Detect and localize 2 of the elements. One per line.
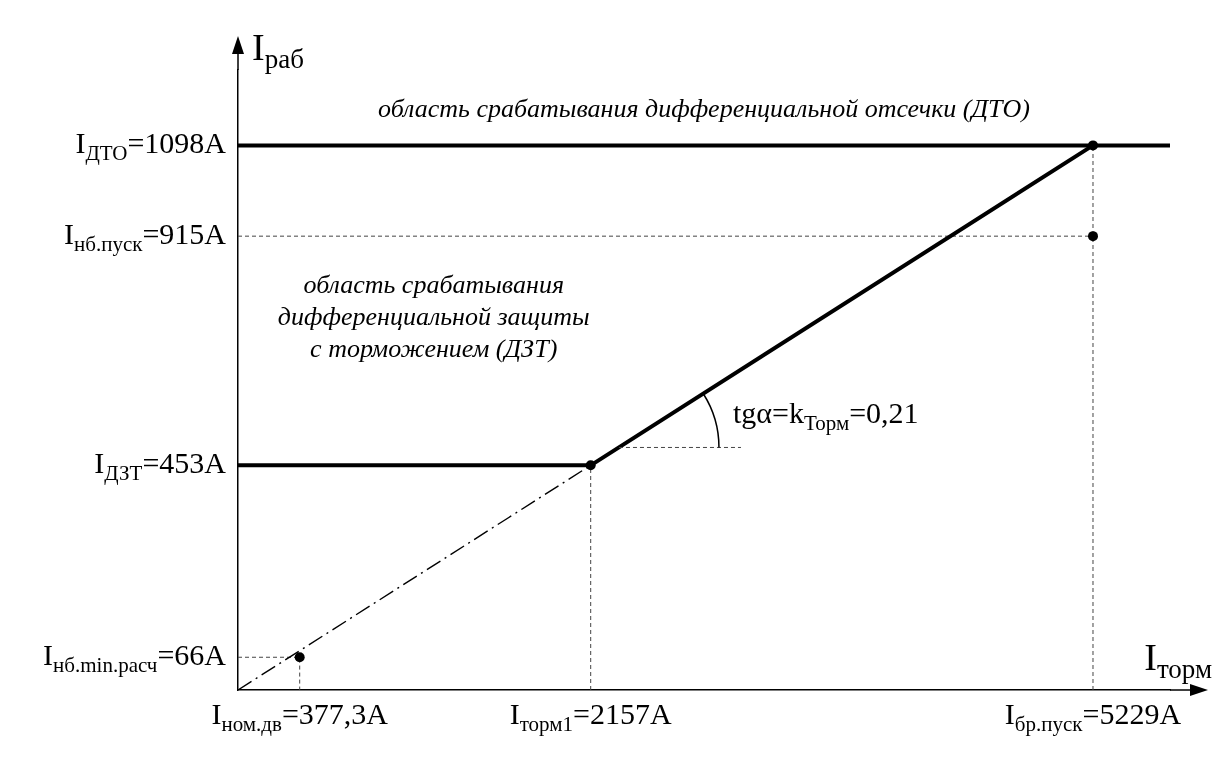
annotation: область срабатывания дифференциальной отсечки (ДТО) (378, 93, 1030, 123)
annotation: область срабатывания дифференциальной защиты с торможением (ДЗТ) (277, 270, 590, 364)
